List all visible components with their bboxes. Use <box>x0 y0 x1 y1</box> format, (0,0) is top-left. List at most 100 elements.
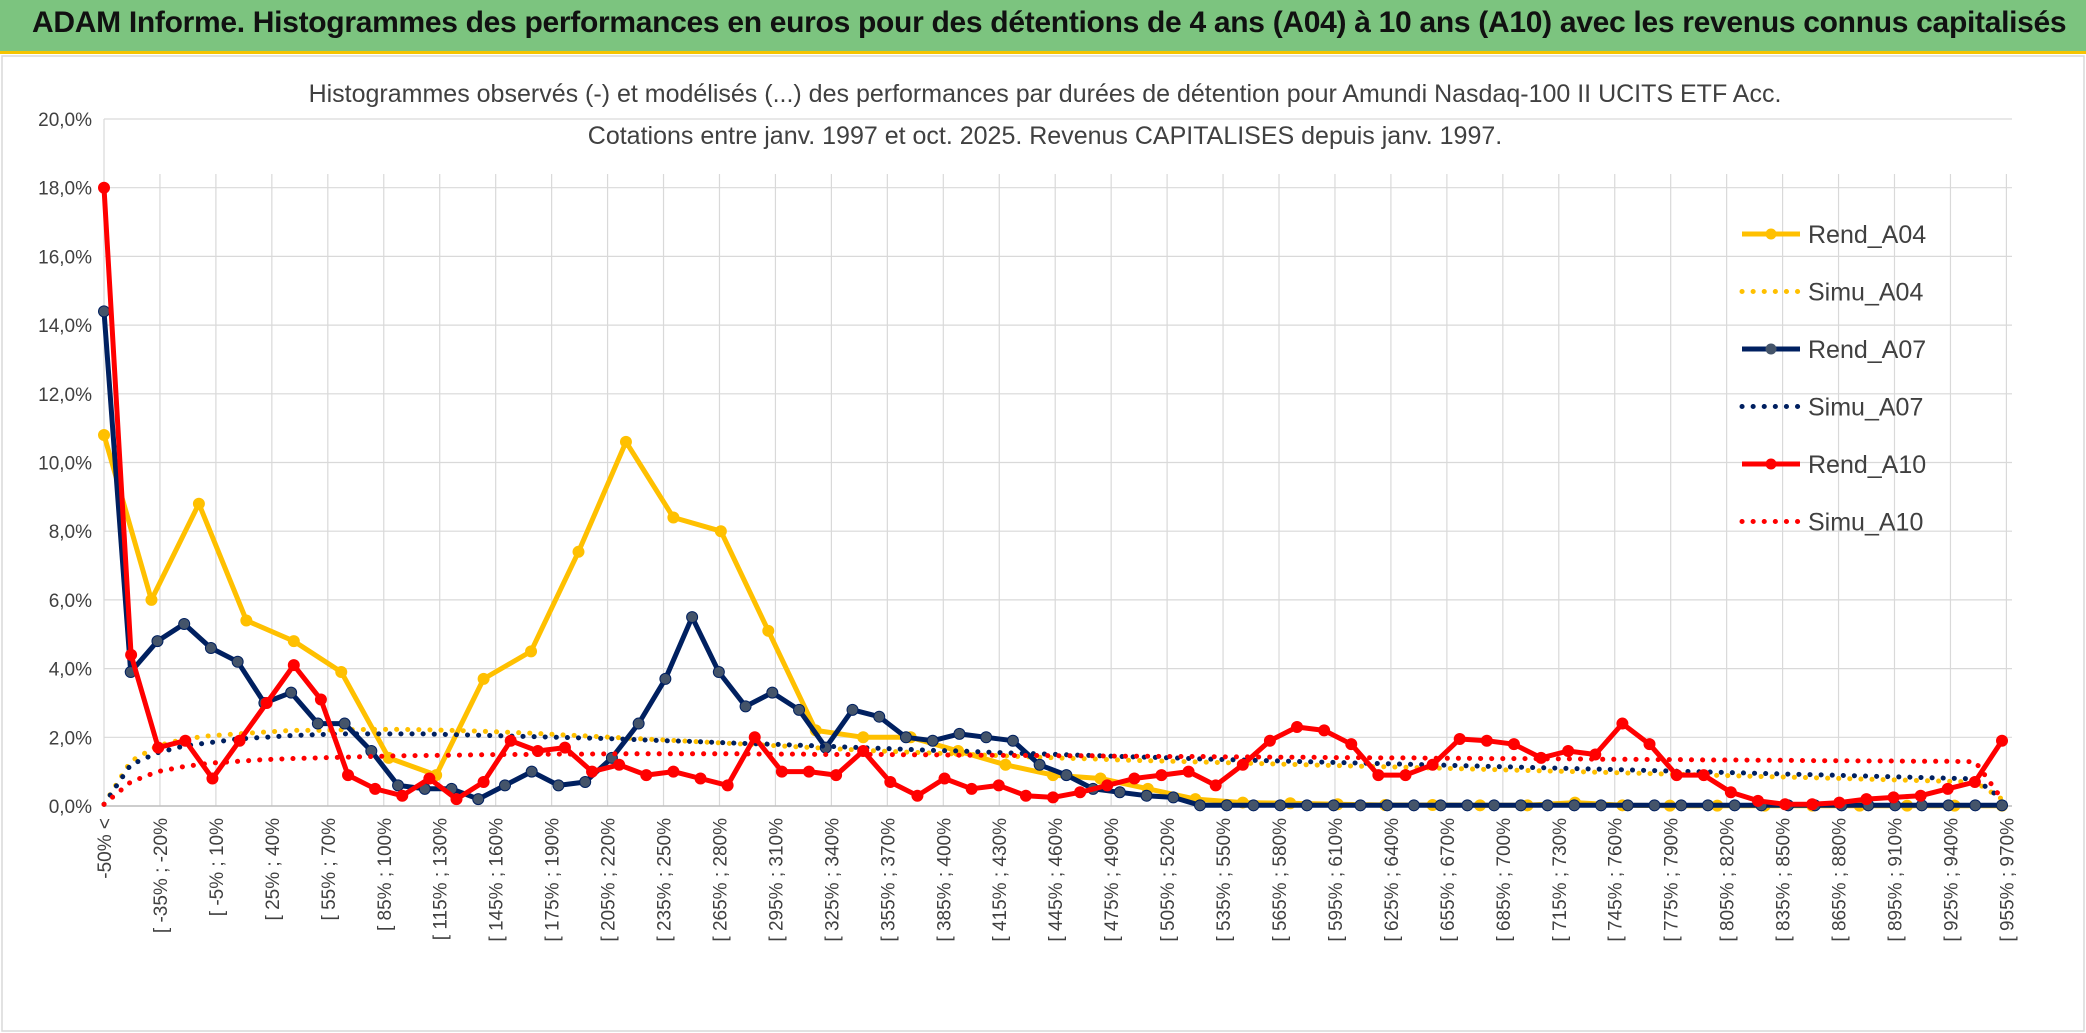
data-point-rend-a10 <box>992 779 1005 792</box>
x-tick-label: [ 415% ; 430% <box>990 818 1011 942</box>
data-point-rend-a04 <box>98 429 110 442</box>
data-point-rend-a10 <box>775 765 788 778</box>
data-point-rend-a07 <box>873 710 886 723</box>
x-tick-label: [ 85% ; 100% <box>375 818 396 931</box>
data-point-rend-a07 <box>98 305 110 318</box>
data-point-rend-a04 <box>762 624 775 637</box>
data-point-rend-a10 <box>233 734 246 747</box>
data-point-rend-a10 <box>179 734 192 747</box>
data-point-rend-a07 <box>525 765 538 778</box>
data-point-rend-a07 <box>1220 799 1233 812</box>
data-point-rend-a04 <box>477 672 490 685</box>
data-point-rend-a07 <box>1488 799 1501 812</box>
data-point-rend-a10 <box>1616 717 1629 730</box>
x-tick-label: [ 925% ; 940% <box>1941 818 1962 942</box>
data-point-rend-a10 <box>206 772 219 785</box>
data-point-rend-a10 <box>1101 779 1114 792</box>
data-point-rend-a10 <box>1453 733 1466 746</box>
x-tick-label: [ -5% ; 10% <box>207 818 228 916</box>
data-point-rend-a10 <box>260 696 273 709</box>
data-point-rend-a10 <box>450 793 463 806</box>
data-point-rend-a10 <box>369 782 382 795</box>
data-point-rend-a10 <box>1019 789 1032 802</box>
data-point-rend-a10 <box>802 765 815 778</box>
data-point-rend-a10 <box>1047 791 1059 804</box>
data-point-rend-a07 <box>285 686 298 699</box>
data-point-rend-a04 <box>999 758 1012 771</box>
data-point-rend-a07 <box>1113 786 1126 799</box>
data-point-rend-a10 <box>1887 791 1900 804</box>
legend-label-rend-a07: Rend_A07 <box>1808 336 1926 364</box>
x-tick-label: [ 955% ; 970% <box>1997 818 2018 942</box>
data-point-rend-a07 <box>231 655 244 668</box>
data-point-rend-a10 <box>938 772 951 785</box>
data-point-rend-a10 <box>911 789 924 802</box>
data-point-rend-a10 <box>830 769 843 782</box>
x-tick-label: [ 625% ; 640% <box>1382 818 1403 942</box>
data-point-rend-a10 <box>1806 798 1819 811</box>
histogram-chart: Histogrammes observés (-) et modélisés (… <box>1 55 2085 1032</box>
data-point-rend-a10 <box>1941 782 1954 795</box>
data-point-rend-a10 <box>477 775 490 788</box>
data-point-rend-a04 <box>619 435 632 448</box>
data-point-rend-a10 <box>965 782 978 795</box>
data-point-rend-a10 <box>721 779 734 792</box>
legend-label-simu-a07: Simu_A07 <box>1808 394 1923 422</box>
data-point-rend-a10 <box>1507 738 1520 751</box>
data-point-rend-a07 <box>1194 799 1207 812</box>
x-tick-label: [ 145% ; 160% <box>487 818 508 942</box>
data-point-rend-a07 <box>766 686 779 699</box>
x-tick-label: [ 535% ; 550% <box>1214 818 1235 942</box>
data-point-rend-a10 <box>748 731 761 744</box>
legend-label-rend-a04: Rend_A04 <box>1808 221 1926 249</box>
data-point-rend-a07 <box>899 731 912 744</box>
data-point-rend-a04 <box>192 497 205 510</box>
data-point-rend-a10 <box>667 765 680 778</box>
legend-label-rend-a10: Rend_A10 <box>1808 451 1926 479</box>
data-point-rend-a07 <box>552 779 565 792</box>
data-point-rend-a07 <box>712 666 725 679</box>
data-point-rend-a07 <box>632 717 645 730</box>
x-tick-label: [ 865% ; 880% <box>1830 818 1851 942</box>
x-tick-label: [ 385% ; 400% <box>934 818 955 942</box>
data-point-rend-a07 <box>1621 799 1634 812</box>
data-point-rend-a10 <box>504 734 517 747</box>
data-point-rend-a04 <box>287 635 300 648</box>
data-point-rend-a07 <box>846 703 859 716</box>
data-point-rend-a07 <box>1167 791 1180 804</box>
data-point-rend-a07 <box>980 731 993 744</box>
data-point-rend-a04 <box>667 511 680 524</box>
x-tick-label: [ 55% ; 70% <box>319 818 340 921</box>
data-point-rend-a07 <box>1327 799 1340 812</box>
data-point-rend-a07 <box>392 779 405 792</box>
data-point-rend-a07 <box>178 617 191 630</box>
y-tick-label: 18,0% <box>38 179 92 200</box>
y-tick-label: 2,0% <box>49 728 92 749</box>
data-point-rend-a07 <box>1381 799 1394 812</box>
x-tick-label: [ 235% ; 250% <box>655 818 676 942</box>
data-point-rend-a10 <box>1724 786 1737 799</box>
data-point-rend-a10 <box>125 648 138 661</box>
data-point-rend-a10 <box>1209 779 1222 792</box>
y-tick-label: 0,0% <box>49 797 92 818</box>
data-point-rend-a10 <box>342 769 355 782</box>
x-tick-label: [ 835% ; 850% <box>1774 818 1795 942</box>
data-point-rend-a07 <box>1568 799 1581 812</box>
x-tick-label: [ 265% ; 280% <box>710 818 731 942</box>
data-point-rend-a07 <box>1461 799 1474 812</box>
y-tick-label: 12,0% <box>38 385 92 406</box>
x-tick-label: [ -35% ; -20% <box>151 818 172 933</box>
data-point-rend-a10 <box>1155 769 1168 782</box>
data-point-rend-a07 <box>659 672 672 685</box>
x-tick-label: [ 655% ; 670% <box>1438 818 1459 942</box>
data-point-rend-a04 <box>572 545 585 558</box>
x-tick-label: [ 25% ; 40% <box>263 818 284 921</box>
data-point-rend-a07 <box>793 703 806 716</box>
report-title: ADAM Informe. Histogrammes des performan… <box>32 6 2067 39</box>
data-point-rend-a10 <box>98 181 110 194</box>
legend: Rend_A04 Simu_A04 Rend_A07 Simu_A07 Rend_A10… <box>1739 221 1926 537</box>
data-point-rend-a10 <box>1643 738 1656 751</box>
data-point-rend-a07 <box>1728 799 1741 812</box>
data-point-rend-a10 <box>1236 758 1249 771</box>
data-point-rend-a10 <box>640 769 653 782</box>
